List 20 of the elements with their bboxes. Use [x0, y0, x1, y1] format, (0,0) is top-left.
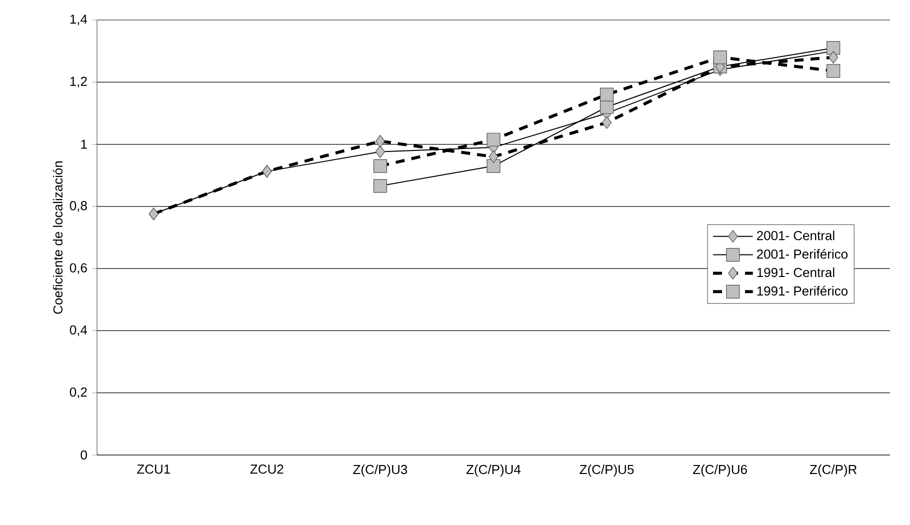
x-tick-label: Z(C/P)U5: [580, 464, 634, 477]
x-tick-label: Z(C/P)U6: [693, 464, 747, 477]
x-tick-label: Z(C/P)U4: [466, 464, 521, 477]
x-tick-label: Z(C/P)U3: [353, 464, 408, 477]
y-tick-label: 0,4: [70, 325, 88, 336]
legend-label: 1991- Central: [757, 268, 834, 278]
y-tick-label: 0,6: [70, 263, 87, 274]
x-tick-label: ZCU2: [250, 464, 284, 474]
y-tick-label: 0,8: [70, 201, 87, 212]
y-tick-label: 0: [80, 450, 87, 460]
x-tick-label: Z(C/P)R: [810, 464, 857, 477]
legend-label: 2001- Periférico: [757, 249, 848, 259]
y-tick-label: 1: [81, 140, 87, 149]
y-tick-label: 1,4: [70, 14, 88, 26]
y-axis-title: Coeficiente de localización: [52, 161, 63, 314]
legend-label: 2001- Central: [757, 230, 834, 240]
y-tick-label: 1,2: [70, 76, 87, 88]
x-tick-label: ZCU1: [137, 464, 170, 474]
legend-label: 1991- Periférico: [757, 286, 848, 296]
y-tick-label: 0,2: [70, 387, 87, 398]
